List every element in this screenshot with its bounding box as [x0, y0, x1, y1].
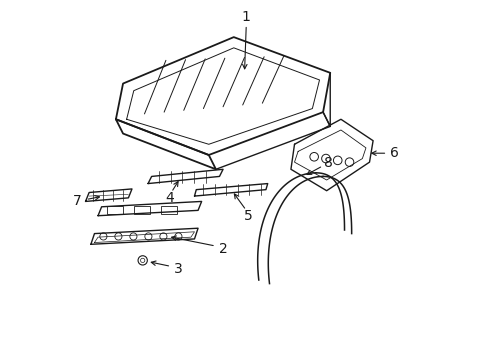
Bar — [134, 206, 149, 214]
Text: 4: 4 — [165, 191, 174, 205]
Text: 6: 6 — [389, 146, 398, 160]
Text: 1: 1 — [242, 10, 250, 24]
Text: 8: 8 — [324, 156, 332, 170]
Bar — [107, 206, 123, 214]
Text: 2: 2 — [218, 242, 227, 256]
Text: 3: 3 — [174, 262, 183, 276]
Text: 5: 5 — [243, 209, 252, 223]
Text: 7: 7 — [73, 194, 82, 208]
Bar — [160, 206, 176, 214]
